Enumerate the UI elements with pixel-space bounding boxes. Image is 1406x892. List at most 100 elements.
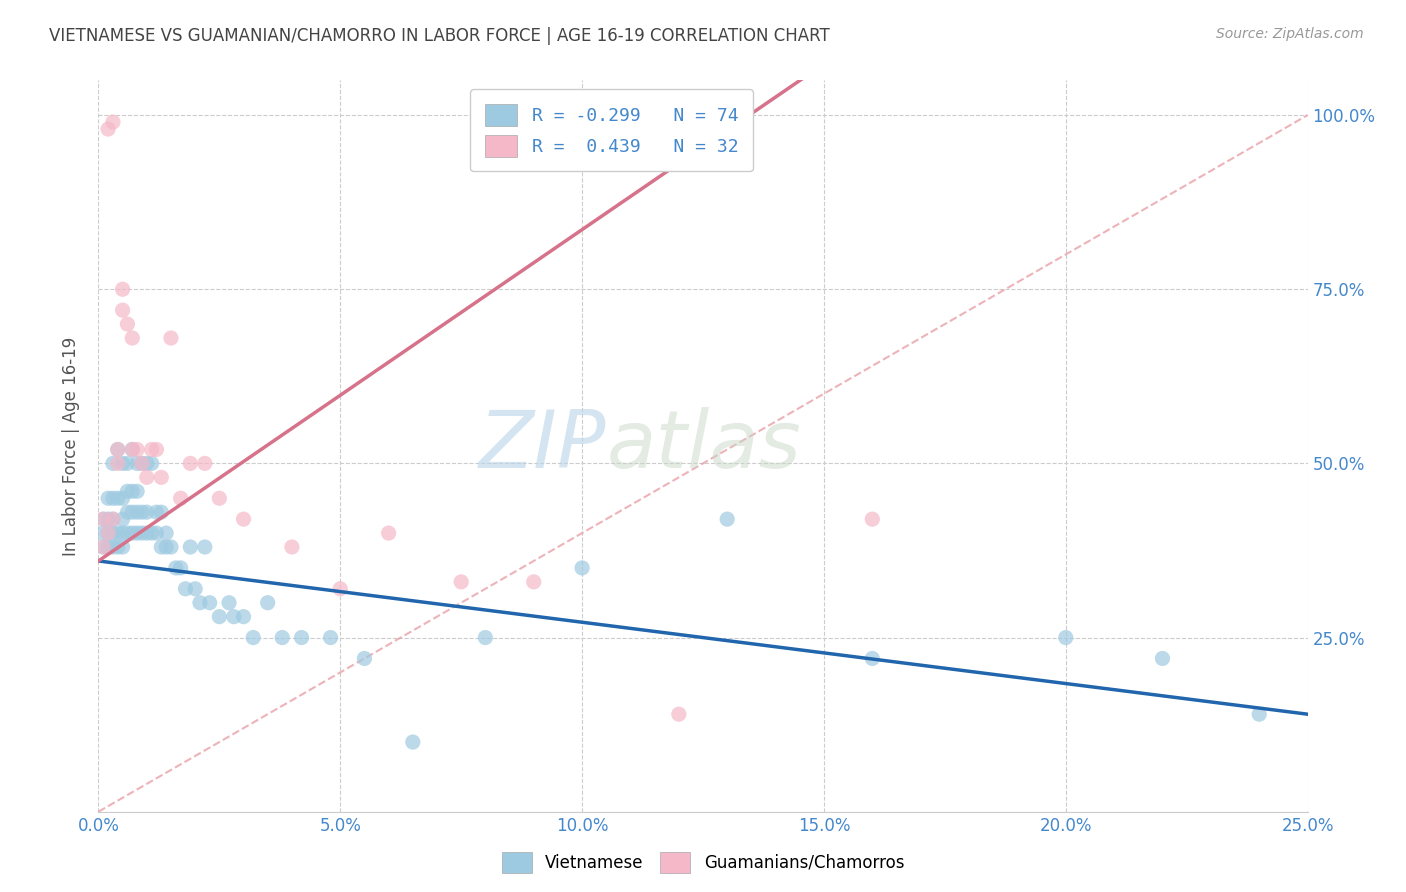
Text: atlas: atlas	[606, 407, 801, 485]
Point	[145, 505, 167, 519]
Point	[127, 442, 149, 457]
Point	[208, 609, 231, 624]
Point	[377, 526, 399, 541]
Point	[179, 457, 201, 471]
Point	[150, 540, 173, 554]
Point	[150, 505, 173, 519]
Point	[101, 512, 124, 526]
Point	[121, 484, 143, 499]
Point	[319, 631, 342, 645]
Point	[107, 457, 129, 471]
Point	[135, 526, 157, 541]
Point	[160, 331, 183, 345]
Point	[668, 707, 690, 722]
Point	[117, 317, 139, 331]
Point	[523, 574, 546, 589]
Point	[111, 457, 134, 471]
Point	[860, 512, 883, 526]
Point	[194, 457, 217, 471]
Point	[150, 470, 173, 484]
Point	[97, 526, 120, 541]
Point	[131, 505, 153, 519]
Point	[218, 596, 240, 610]
Point	[101, 457, 124, 471]
Point	[117, 505, 139, 519]
Text: ZIP: ZIP	[479, 407, 606, 485]
Point	[329, 582, 352, 596]
Point	[101, 540, 124, 554]
Point	[290, 631, 312, 645]
Point	[256, 596, 278, 610]
Point	[127, 484, 149, 499]
Point	[107, 540, 129, 554]
Point	[127, 505, 149, 519]
Point	[141, 442, 163, 457]
Legend: R = -0.299   N = 74, R =  0.439   N = 32: R = -0.299 N = 74, R = 0.439 N = 32	[470, 89, 752, 171]
Point	[107, 491, 129, 506]
Point	[145, 442, 167, 457]
Point	[121, 526, 143, 541]
Point	[131, 457, 153, 471]
Point	[91, 512, 114, 526]
Point	[402, 735, 425, 749]
Point	[188, 596, 211, 610]
Point	[155, 526, 177, 541]
Point	[571, 561, 593, 575]
Point	[101, 512, 124, 526]
Point	[107, 526, 129, 541]
Point	[97, 540, 120, 554]
Point	[135, 505, 157, 519]
Point	[716, 512, 738, 526]
Point	[198, 596, 221, 610]
Point	[232, 609, 254, 624]
Point	[127, 457, 149, 471]
Point	[222, 609, 245, 624]
Point	[281, 540, 304, 554]
Point	[1054, 631, 1077, 645]
Point	[111, 540, 134, 554]
Point	[194, 540, 217, 554]
Point	[121, 331, 143, 345]
Point	[353, 651, 375, 665]
Point	[97, 526, 120, 541]
Point	[145, 526, 167, 541]
Point	[91, 512, 114, 526]
Point	[169, 561, 191, 575]
Y-axis label: In Labor Force | Age 16-19: In Labor Force | Age 16-19	[62, 336, 80, 556]
Point	[135, 457, 157, 471]
Point	[1152, 651, 1174, 665]
Point	[97, 122, 120, 136]
Point	[131, 457, 153, 471]
Point	[111, 512, 134, 526]
Point	[121, 442, 143, 457]
Text: Source: ZipAtlas.com: Source: ZipAtlas.com	[1216, 27, 1364, 41]
Point	[242, 631, 264, 645]
Point	[169, 491, 191, 506]
Point	[131, 526, 153, 541]
Point	[141, 526, 163, 541]
Point	[111, 526, 134, 541]
Point	[165, 561, 187, 575]
Point	[135, 470, 157, 484]
Point	[97, 512, 120, 526]
Point	[174, 582, 197, 596]
Point	[101, 526, 124, 541]
Text: VIETNAMESE VS GUAMANIAN/CHAMORRO IN LABOR FORCE | AGE 16-19 CORRELATION CHART: VIETNAMESE VS GUAMANIAN/CHAMORRO IN LABO…	[49, 27, 830, 45]
Point	[127, 526, 149, 541]
Point	[117, 526, 139, 541]
Point	[111, 303, 134, 318]
Point	[1249, 707, 1271, 722]
Point	[91, 540, 114, 554]
Point	[107, 442, 129, 457]
Point	[91, 526, 114, 541]
Point	[271, 631, 294, 645]
Point	[155, 540, 177, 554]
Point	[121, 442, 143, 457]
Point	[141, 457, 163, 471]
Point	[101, 115, 124, 129]
Point	[111, 282, 134, 296]
Point	[97, 491, 120, 506]
Point	[91, 540, 114, 554]
Point	[117, 457, 139, 471]
Point	[179, 540, 201, 554]
